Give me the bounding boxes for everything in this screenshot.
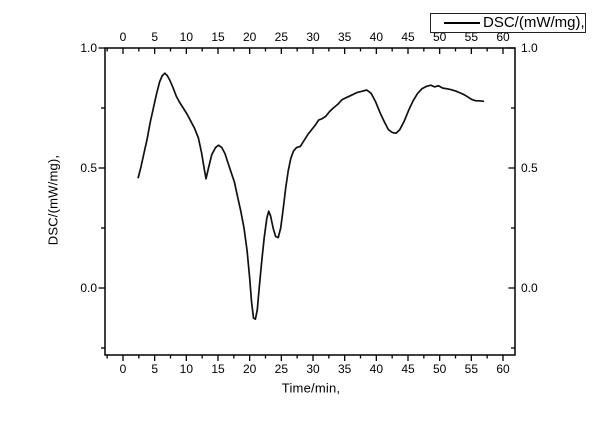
x-axis-tick-label: 0	[120, 362, 127, 376]
x-axis-tick-label: 40	[370, 362, 384, 376]
x-axis-top-tick-label: 5	[151, 30, 158, 44]
x-axis-tick-label: 50	[433, 362, 447, 376]
y-axis-tick-label: 0.0	[80, 281, 97, 295]
y-axis-right-tick-label: 0.0	[521, 281, 538, 295]
y-axis-label: DSC/(mW/mg),	[45, 154, 61, 246]
x-axis-tick-label: 20	[243, 362, 257, 376]
x-axis-top-tick-label: 40	[370, 30, 384, 44]
x-axis-tick-label: 30	[306, 362, 320, 376]
x-axis-top-tick-label: 55	[465, 30, 479, 44]
x-axis-tick-label: 55	[465, 362, 479, 376]
x-axis-tick-label: 35	[338, 362, 352, 376]
x-axis-tick-label: 45	[401, 362, 415, 376]
y-axis-right-tick-label: 0.5	[521, 161, 538, 175]
x-axis-top-tick-label: 10	[180, 30, 194, 44]
legend: DSC/(mW/mg),	[430, 13, 586, 33]
y-axis-tick-label: 1.0	[80, 41, 97, 55]
y-axis-right-tick-label: 1.0	[521, 41, 538, 55]
x-axis-top-tick-label: 15	[211, 30, 225, 44]
x-axis-tick-label: 5	[151, 362, 158, 376]
x-axis-top-tick-label: 50	[433, 30, 447, 44]
y-axis-tick-label: 0.5	[80, 161, 97, 175]
x-axis-tick-label: 25	[275, 362, 289, 376]
x-axis-top-tick-label: 35	[338, 30, 352, 44]
x-axis-top-tick-label: 30	[306, 30, 320, 44]
x-axis-top-tick-label: 45	[401, 30, 415, 44]
x-axis-top-tick-label: 25	[275, 30, 289, 44]
x-axis-top-tick-label: 60	[496, 30, 510, 44]
x-axis-tick-label: 60	[496, 362, 510, 376]
x-axis-top-tick-label: 0	[120, 30, 127, 44]
plot-frame	[104, 47, 516, 356]
legend-line-sample-icon	[444, 22, 480, 24]
dsc-curve	[137, 72, 485, 321]
x-axis-label: Time/min,	[281, 380, 341, 396]
x-axis-tick-label: 10	[180, 362, 194, 376]
x-axis-top-tick-label: 20	[243, 30, 257, 44]
x-axis-tick-label: 15	[211, 362, 225, 376]
legend-label: DSC/(mW/mg),	[483, 14, 585, 31]
